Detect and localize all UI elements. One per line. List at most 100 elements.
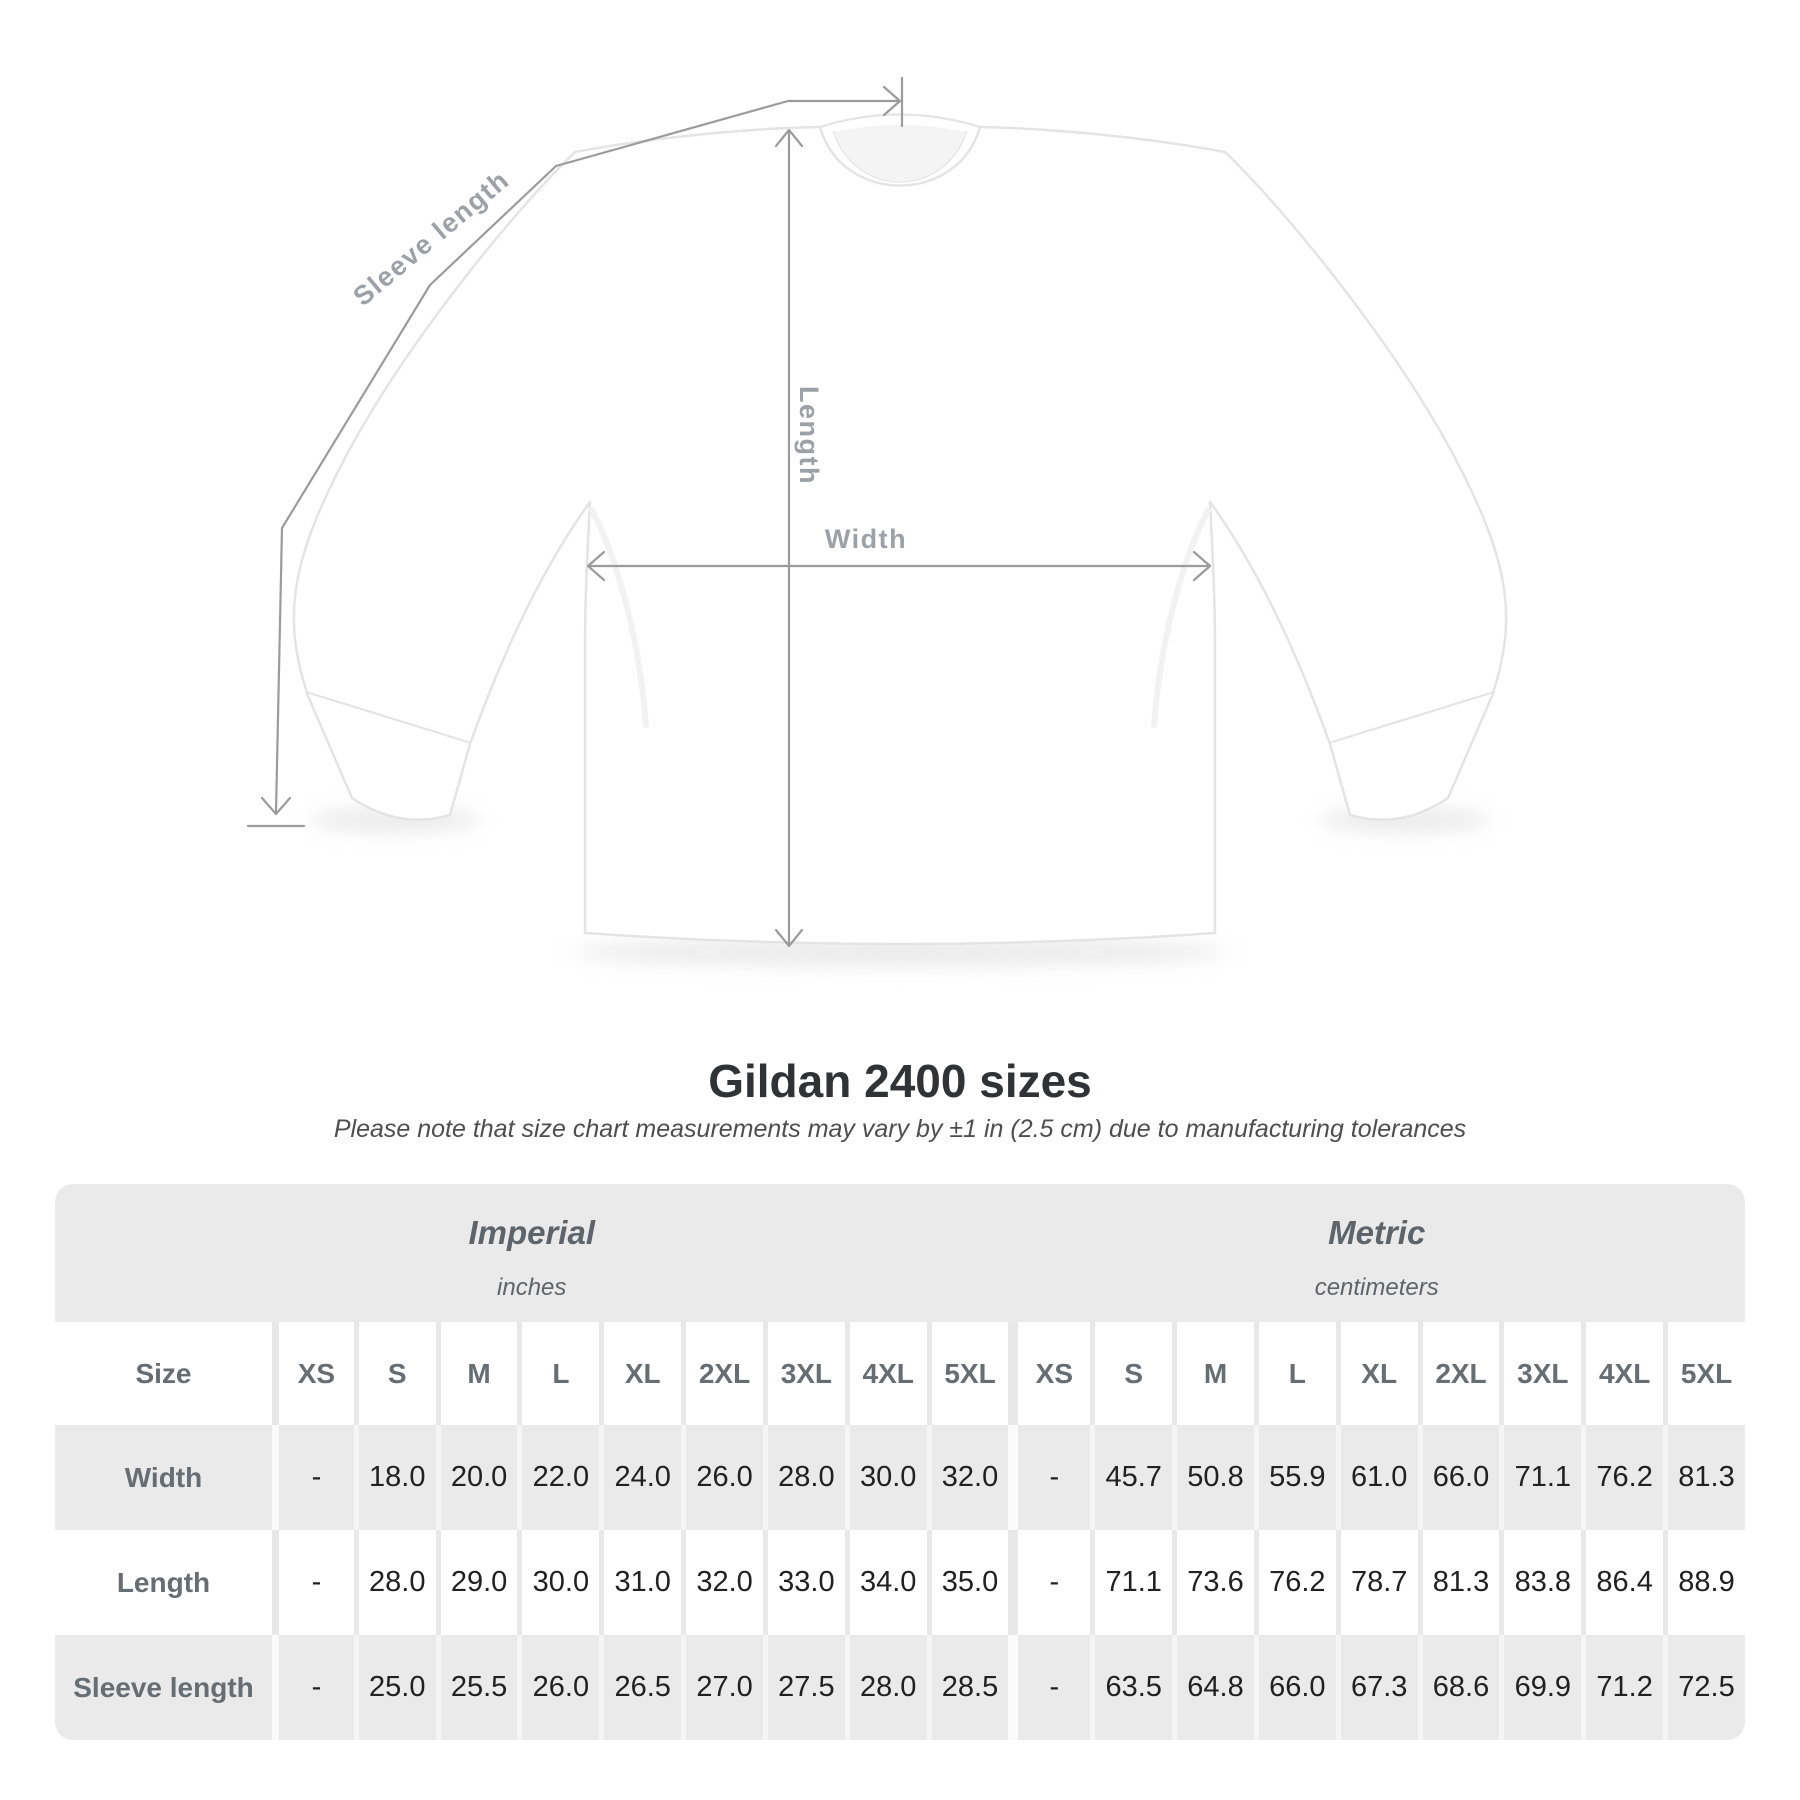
metric-value-cell: 76.2 bbox=[1581, 1425, 1664, 1530]
metric-value-cell: 66.0 bbox=[1417, 1425, 1500, 1530]
metric-value-cell: 71.2 bbox=[1581, 1635, 1664, 1740]
imperial-value-cell: 18.0 bbox=[353, 1425, 436, 1530]
metric-value-cell: 69.9 bbox=[1499, 1635, 1582, 1740]
imperial-value-cell: - bbox=[271, 1635, 354, 1740]
imperial-value-cell: 26.0 bbox=[517, 1635, 600, 1740]
imperial-value-cell: 24.0 bbox=[599, 1425, 682, 1530]
metric-value-cell: 68.6 bbox=[1417, 1635, 1500, 1740]
metric-value-cell: 71.1 bbox=[1090, 1530, 1173, 1635]
imperial-value-cell: 29.0 bbox=[435, 1530, 518, 1635]
imperial-size-header: 2XL bbox=[681, 1322, 763, 1425]
body-crease-right bbox=[1151, 507, 1211, 728]
imperial-label: Imperial bbox=[468, 1214, 595, 1251]
metric-value-cell: 64.8 bbox=[1172, 1635, 1254, 1740]
shirt-measurement-diagram: Sleeve length Length Width bbox=[246, 76, 1508, 967]
imperial-value-cell: 33.0 bbox=[762, 1530, 845, 1635]
metric-size-header: L bbox=[1253, 1322, 1336, 1425]
metric-value-cell: 61.0 bbox=[1335, 1425, 1418, 1530]
imperial-value-cell: 27.5 bbox=[762, 1635, 845, 1740]
metric-size-header: XL bbox=[1335, 1322, 1418, 1425]
shirt-diagram-svg: Sleeve length Length Width bbox=[246, 76, 1508, 967]
imperial-value-cell: 20.0 bbox=[435, 1425, 518, 1530]
size-table-wrap: Imperial inches Metric centimeters Size X… bbox=[55, 1184, 1745, 1740]
cuff-line-right bbox=[1330, 690, 1496, 744]
metric-value-cell: 71.1 bbox=[1499, 1425, 1582, 1530]
row-label-cell: Width bbox=[55, 1425, 272, 1530]
tolerance-note: Please note that size chart measurements… bbox=[333, 1115, 1467, 1143]
size-header-row: Size XS S M L XL 2XL 3XL 4XL 5XL XS S M L XL 2XL 3XL 4XL 5… bbox=[55, 1322, 1745, 1425]
metric-value-cell: 81.3 bbox=[1663, 1425, 1745, 1530]
title-block: Gildan 2400 sizes Please note that size … bbox=[0, 1056, 1800, 1144]
metric-value-cell: 76.2 bbox=[1253, 1530, 1336, 1635]
row-label-cell: Length bbox=[55, 1530, 272, 1635]
imperial-value-cell: 27.0 bbox=[681, 1635, 763, 1740]
length-arrowhead-up bbox=[774, 128, 804, 148]
imperial-value-cell: - bbox=[271, 1425, 354, 1530]
unit-band-row: Imperial inches Metric centimeters bbox=[55, 1184, 1745, 1322]
metric-value-cell: 66.0 bbox=[1253, 1635, 1336, 1740]
page-title: Gildan 2400 sizes bbox=[708, 1055, 1092, 1107]
imperial-size-header: M bbox=[435, 1322, 518, 1425]
imperial-value-cell: 34.0 bbox=[844, 1530, 927, 1635]
length-label: Length bbox=[794, 386, 824, 485]
metric-value-cell: 88.9 bbox=[1663, 1530, 1745, 1635]
imperial-size-header: XL bbox=[599, 1322, 682, 1425]
row-label-cell: Sleeve length bbox=[55, 1635, 272, 1740]
imperial-value-cell: 35.0 bbox=[926, 1530, 1009, 1635]
imperial-unit-header: Imperial inches bbox=[55, 1184, 1009, 1322]
imperial-value-cell: 30.0 bbox=[844, 1425, 927, 1530]
body-crease-left bbox=[589, 507, 649, 728]
imperial-sublabel: inches bbox=[497, 1274, 567, 1301]
metric-value-cell: 63.5 bbox=[1090, 1635, 1173, 1740]
metric-size-header: XS bbox=[1008, 1322, 1091, 1425]
sleeve-length-arrowhead-down bbox=[260, 796, 292, 816]
metric-value-cell: 50.8 bbox=[1172, 1425, 1254, 1530]
metric-value-cell: - bbox=[1008, 1425, 1091, 1530]
metric-value-cell: 72.5 bbox=[1663, 1635, 1745, 1740]
shirt-body bbox=[292, 125, 1508, 946]
imperial-value-cell: - bbox=[271, 1530, 354, 1635]
imperial-size-header: 3XL bbox=[762, 1322, 845, 1425]
shirt-graphic bbox=[292, 113, 1508, 946]
metric-value-cell: 78.7 bbox=[1335, 1530, 1418, 1635]
metric-value-cell: 67.3 bbox=[1335, 1635, 1418, 1740]
imperial-value-cell: 32.0 bbox=[926, 1425, 1009, 1530]
imperial-size-header: XS bbox=[271, 1322, 354, 1425]
metric-size-header: 4XL bbox=[1581, 1322, 1664, 1425]
metric-size-header: 5XL bbox=[1663, 1322, 1745, 1425]
metric-value-cell: 73.6 bbox=[1172, 1530, 1254, 1635]
metric-value-cell: - bbox=[1008, 1635, 1091, 1740]
metric-size-header: M bbox=[1172, 1322, 1254, 1425]
measurement-row: Width -18.0 20.0 22.0 24.0 26.0 28.0 30.0 32.0-4… bbox=[55, 1425, 1745, 1530]
imperial-value-cell: 28.0 bbox=[353, 1530, 436, 1635]
imperial-value-cell: 28.0 bbox=[844, 1635, 927, 1740]
metric-sublabel: centimeters bbox=[1314, 1274, 1439, 1301]
sleeve-length-line bbox=[274, 99, 900, 814]
metric-size-header: S bbox=[1090, 1322, 1173, 1425]
imperial-value-cell: 22.0 bbox=[517, 1425, 600, 1530]
metric-label: Metric bbox=[1328, 1214, 1426, 1251]
width-arrowhead-left bbox=[586, 550, 606, 582]
sleeve-length-arrowhead-right bbox=[882, 85, 902, 117]
collar bbox=[818, 113, 982, 129]
measurement-row: Sleeve length -25.0 25.5 26.0 26.5 27.0 27.5 28… bbox=[55, 1635, 1745, 1740]
collar-shading bbox=[834, 125, 966, 182]
imperial-value-cell: 26.0 bbox=[681, 1425, 763, 1530]
metric-value-cell: - bbox=[1008, 1530, 1091, 1635]
imperial-value-cell: 25.5 bbox=[435, 1635, 518, 1740]
metric-size-header: 3XL bbox=[1499, 1322, 1582, 1425]
length-arrowhead-down bbox=[774, 928, 804, 948]
imperial-value-cell: 25.0 bbox=[353, 1635, 436, 1740]
size-table: Imperial inches Metric centimeters Size X… bbox=[55, 1184, 1745, 1740]
metric-value-cell: 45.7 bbox=[1090, 1425, 1173, 1530]
cuff-line-left bbox=[304, 690, 470, 744]
measurement-row: Length -28.0 29.0 30.0 31.0 32.0 33.0 34.0 35.0-… bbox=[55, 1530, 1745, 1635]
size-column-header: Size bbox=[55, 1322, 272, 1425]
imperial-value-cell: 32.0 bbox=[681, 1530, 763, 1635]
width-arrowhead-right bbox=[1192, 550, 1212, 582]
imperial-value-cell: 28.0 bbox=[762, 1425, 845, 1530]
metric-value-cell: 86.4 bbox=[1581, 1530, 1664, 1635]
imperial-size-header: 5XL bbox=[926, 1322, 1009, 1425]
imperial-value-cell: 30.0 bbox=[517, 1530, 600, 1635]
metric-value-cell: 83.8 bbox=[1499, 1530, 1582, 1635]
